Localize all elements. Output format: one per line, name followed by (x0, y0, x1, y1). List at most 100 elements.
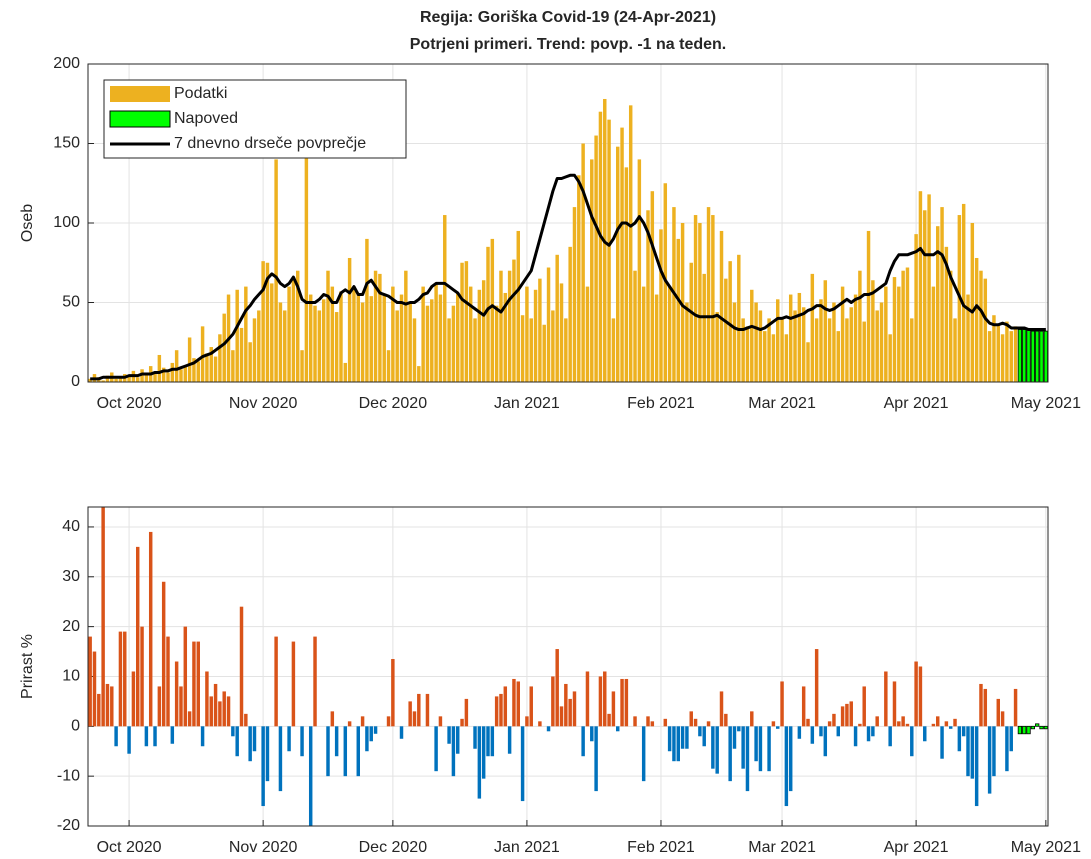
bar (1026, 725, 1031, 735)
y-tick-label: -20 (57, 817, 80, 834)
bar (244, 286, 248, 382)
bar (412, 711, 417, 727)
bar (620, 678, 624, 727)
bar (101, 507, 105, 727)
bar (481, 280, 486, 382)
bar (676, 726, 680, 762)
bar (685, 726, 689, 749)
bar (948, 726, 953, 729)
bar (174, 350, 179, 382)
bar (386, 350, 391, 382)
bar (213, 356, 218, 382)
y-tick-label: 100 (53, 214, 80, 231)
bar (680, 726, 685, 749)
bar (438, 294, 443, 382)
bar (127, 375, 131, 382)
bar (205, 353, 209, 382)
bar (590, 726, 594, 742)
bar (667, 286, 672, 382)
y-tick-label: 10 (62, 668, 80, 685)
bar (936, 716, 940, 727)
legend-label: 7 dnevno drseče povprečje (174, 135, 366, 152)
bar (572, 691, 577, 727)
bar (248, 342, 252, 382)
bar (218, 701, 222, 727)
bar (983, 278, 988, 382)
bar (118, 631, 123, 727)
bar (555, 254, 559, 382)
bar (417, 366, 421, 382)
bar (724, 278, 728, 382)
bar (1043, 330, 1048, 383)
bar (732, 726, 737, 749)
bar (897, 286, 901, 382)
bar (693, 718, 698, 727)
bar (153, 726, 157, 747)
x-tick-label: Apr 2021 (884, 395, 949, 412)
x-tick-label: Jan 2021 (494, 395, 560, 412)
bar (360, 302, 365, 382)
bar (179, 369, 183, 382)
bar (940, 207, 944, 382)
bar (291, 277, 296, 382)
bar (776, 299, 780, 382)
bar (209, 347, 213, 382)
bar (810, 273, 815, 382)
bar (287, 726, 291, 752)
bar (187, 337, 192, 382)
bar (218, 334, 222, 382)
bar (992, 315, 996, 382)
bar (741, 726, 745, 769)
bar (326, 270, 330, 382)
bar (490, 726, 495, 757)
bar (321, 299, 326, 382)
bar (1039, 725, 1044, 730)
legend-swatch (110, 86, 170, 102)
x-tick-label: Dec 2020 (359, 395, 428, 412)
bar (987, 726, 992, 794)
bar (754, 726, 758, 762)
bar (711, 215, 715, 382)
bar (231, 350, 235, 382)
bar (853, 294, 858, 382)
bar (265, 726, 270, 782)
bar (222, 691, 226, 727)
bar (144, 726, 149, 747)
bar (801, 686, 806, 727)
bar (667, 726, 672, 752)
bar (373, 270, 378, 382)
bar (425, 693, 430, 727)
bar (745, 726, 750, 792)
bar (771, 334, 776, 382)
bar (1035, 723, 1040, 727)
bar (274, 159, 278, 382)
bar (827, 318, 832, 382)
bar (745, 326, 750, 382)
bar (961, 726, 966, 737)
bar (797, 292, 802, 382)
bar (546, 726, 551, 732)
bar (806, 718, 810, 727)
bar (1022, 329, 1027, 383)
bar (481, 726, 486, 779)
bar (105, 683, 110, 727)
bar (343, 362, 348, 382)
bar (871, 726, 875, 737)
bar (814, 318, 819, 382)
bar (386, 716, 391, 727)
bar (369, 296, 373, 382)
legend-label: Napoved (174, 110, 238, 127)
bar (823, 280, 828, 382)
bar (192, 641, 196, 727)
bar (676, 238, 680, 382)
x-tick-label: Dec 2020 (359, 839, 428, 856)
bar (187, 711, 192, 727)
bar (360, 716, 365, 727)
bar (866, 230, 871, 382)
bar (365, 238, 369, 382)
bar (97, 693, 101, 727)
bar (239, 327, 244, 382)
bar (447, 318, 451, 382)
bar (347, 721, 352, 727)
